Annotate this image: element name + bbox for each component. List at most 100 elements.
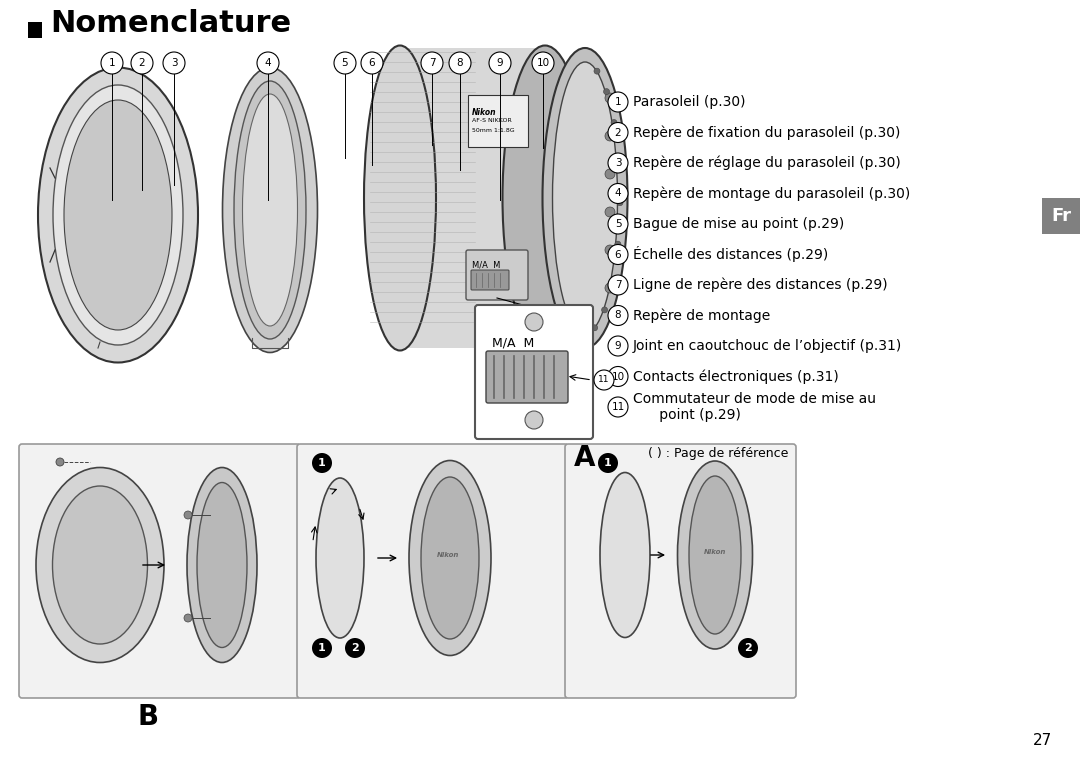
Circle shape bbox=[605, 131, 615, 141]
Ellipse shape bbox=[243, 94, 297, 326]
Text: 1: 1 bbox=[615, 97, 621, 107]
Ellipse shape bbox=[53, 486, 148, 644]
Circle shape bbox=[608, 306, 627, 326]
Text: Repère de fixation du parasoleil (p.30): Repère de fixation du parasoleil (p.30) bbox=[633, 126, 901, 139]
Text: 5: 5 bbox=[615, 219, 621, 229]
Circle shape bbox=[608, 123, 627, 142]
Text: 2: 2 bbox=[138, 58, 146, 68]
Text: 10: 10 bbox=[537, 58, 550, 68]
Text: 9: 9 bbox=[615, 341, 621, 351]
Text: Nikon: Nikon bbox=[704, 549, 726, 555]
Bar bbox=[468, 95, 528, 147]
Circle shape bbox=[102, 52, 123, 74]
Circle shape bbox=[609, 278, 616, 284]
Text: 8: 8 bbox=[457, 58, 463, 68]
Circle shape bbox=[608, 214, 627, 234]
Bar bbox=[1042, 198, 1080, 234]
Text: 50mm 1:1.8G: 50mm 1:1.8G bbox=[472, 128, 515, 133]
Ellipse shape bbox=[421, 477, 480, 639]
Ellipse shape bbox=[689, 476, 741, 634]
Text: 6: 6 bbox=[368, 58, 376, 68]
Circle shape bbox=[532, 52, 554, 74]
Circle shape bbox=[608, 244, 627, 264]
Ellipse shape bbox=[222, 67, 318, 352]
Text: 11: 11 bbox=[611, 402, 624, 412]
Circle shape bbox=[525, 313, 543, 331]
Circle shape bbox=[594, 370, 615, 390]
Circle shape bbox=[312, 638, 332, 658]
Circle shape bbox=[616, 158, 622, 164]
Text: 11: 11 bbox=[598, 375, 610, 385]
Circle shape bbox=[598, 453, 618, 473]
Circle shape bbox=[56, 458, 64, 466]
Bar bbox=[28, 22, 42, 38]
Text: Repère de montage: Repère de montage bbox=[633, 308, 770, 322]
Text: 6: 6 bbox=[615, 250, 621, 260]
Circle shape bbox=[345, 638, 365, 658]
Circle shape bbox=[611, 119, 617, 126]
Ellipse shape bbox=[600, 473, 650, 637]
Circle shape bbox=[449, 52, 471, 74]
Circle shape bbox=[602, 307, 608, 313]
Text: Nomenclature: Nomenclature bbox=[50, 9, 292, 38]
Text: 4: 4 bbox=[265, 58, 271, 68]
Ellipse shape bbox=[316, 478, 364, 638]
Text: 1: 1 bbox=[319, 643, 326, 653]
Text: Nikon: Nikon bbox=[472, 108, 497, 117]
Text: 1: 1 bbox=[604, 458, 612, 468]
Text: Échelle des distances (p.29): Échelle des distances (p.29) bbox=[633, 247, 828, 263]
Circle shape bbox=[608, 275, 627, 295]
Circle shape bbox=[608, 184, 627, 204]
Text: A: A bbox=[575, 444, 596, 472]
Ellipse shape bbox=[53, 85, 183, 345]
Circle shape bbox=[608, 336, 627, 356]
Ellipse shape bbox=[197, 483, 247, 647]
Text: 8: 8 bbox=[615, 310, 621, 320]
FancyBboxPatch shape bbox=[475, 305, 593, 439]
Circle shape bbox=[608, 397, 627, 417]
Circle shape bbox=[605, 169, 615, 179]
Text: 7: 7 bbox=[615, 280, 621, 290]
Circle shape bbox=[605, 283, 615, 293]
Circle shape bbox=[163, 52, 185, 74]
Text: 10: 10 bbox=[611, 372, 624, 381]
Text: Nikon: Nikon bbox=[436, 552, 459, 558]
Circle shape bbox=[605, 93, 615, 103]
Circle shape bbox=[605, 245, 615, 255]
Ellipse shape bbox=[542, 48, 627, 348]
Ellipse shape bbox=[409, 460, 491, 656]
Circle shape bbox=[608, 366, 627, 387]
Ellipse shape bbox=[187, 467, 257, 663]
Text: Joint en caoutchouc de l’objectif (p.31): Joint en caoutchouc de l’objectif (p.31) bbox=[633, 339, 902, 353]
Ellipse shape bbox=[502, 45, 588, 351]
Text: 9: 9 bbox=[497, 58, 503, 68]
Text: Fr: Fr bbox=[1051, 207, 1071, 225]
Circle shape bbox=[257, 52, 279, 74]
Circle shape bbox=[605, 207, 615, 217]
Text: 4: 4 bbox=[615, 188, 621, 198]
Ellipse shape bbox=[553, 62, 618, 334]
Ellipse shape bbox=[64, 100, 172, 330]
Circle shape bbox=[608, 153, 627, 173]
Circle shape bbox=[184, 614, 192, 622]
Ellipse shape bbox=[234, 81, 306, 339]
Circle shape bbox=[421, 52, 443, 74]
FancyBboxPatch shape bbox=[565, 444, 796, 698]
FancyBboxPatch shape bbox=[297, 444, 568, 698]
Circle shape bbox=[604, 89, 609, 95]
Circle shape bbox=[594, 68, 600, 74]
Circle shape bbox=[592, 325, 597, 331]
Circle shape bbox=[738, 638, 758, 658]
Text: Bague de mise au point (p.29): Bague de mise au point (p.29) bbox=[633, 217, 845, 231]
Text: 3: 3 bbox=[615, 158, 621, 168]
Text: 1: 1 bbox=[109, 58, 116, 68]
Circle shape bbox=[608, 92, 627, 112]
FancyBboxPatch shape bbox=[486, 351, 568, 403]
Text: 2: 2 bbox=[351, 643, 359, 653]
Text: 2: 2 bbox=[744, 643, 752, 653]
Circle shape bbox=[615, 241, 621, 247]
Ellipse shape bbox=[36, 467, 164, 663]
Text: M/A  M: M/A M bbox=[492, 336, 535, 349]
Text: Parasoleil (p.30): Parasoleil (p.30) bbox=[633, 95, 745, 109]
Circle shape bbox=[131, 52, 153, 74]
